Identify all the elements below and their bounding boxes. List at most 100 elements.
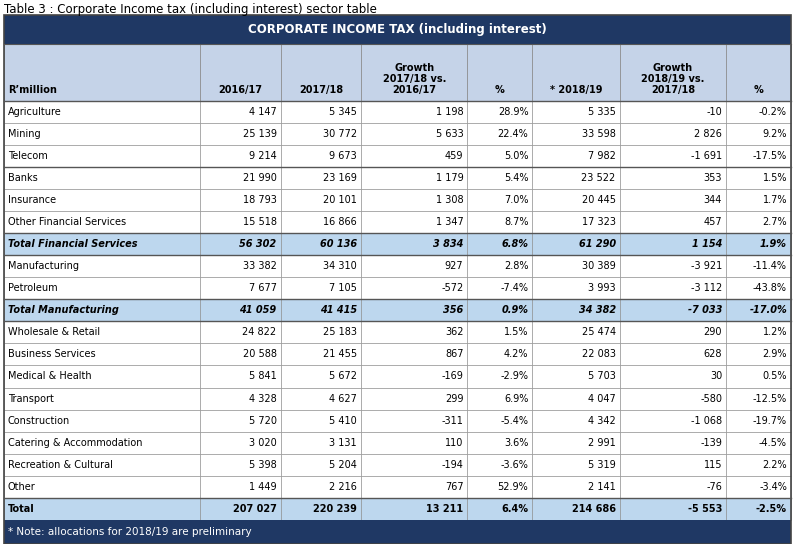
Bar <box>467 387 533 410</box>
Text: 5 720: 5 720 <box>249 416 277 425</box>
Bar <box>533 167 620 189</box>
Text: Insurance: Insurance <box>8 195 56 205</box>
Bar <box>200 387 281 410</box>
Bar <box>533 233 620 255</box>
Text: 6.8%: 6.8% <box>502 239 529 249</box>
Text: 60 136: 60 136 <box>320 239 357 249</box>
Bar <box>4 299 200 322</box>
Text: 56 302: 56 302 <box>239 239 277 249</box>
Bar <box>620 211 726 233</box>
Text: 3 131: 3 131 <box>329 437 357 448</box>
Text: 0.5%: 0.5% <box>762 372 787 381</box>
Text: 5 319: 5 319 <box>588 460 615 469</box>
Text: 2 991: 2 991 <box>588 437 615 448</box>
Bar <box>4 475 200 498</box>
Text: 1 449: 1 449 <box>249 481 277 492</box>
Text: 28.9%: 28.9% <box>498 107 529 117</box>
Text: 2016/17: 2016/17 <box>218 85 262 95</box>
Bar <box>200 167 281 189</box>
Text: 33 598: 33 598 <box>582 129 615 139</box>
Bar <box>620 233 726 255</box>
Bar <box>467 454 533 475</box>
Bar <box>620 145 726 167</box>
Bar <box>200 277 281 299</box>
Text: * 2018/19: * 2018/19 <box>550 85 603 95</box>
Text: 7 982: 7 982 <box>588 151 615 161</box>
Text: Mining: Mining <box>8 129 41 139</box>
Text: 9.2%: 9.2% <box>762 129 787 139</box>
Text: Agriculture: Agriculture <box>8 107 62 117</box>
Bar <box>4 189 200 211</box>
Bar <box>467 123 533 145</box>
Text: 5 410: 5 410 <box>329 416 357 425</box>
Bar <box>467 145 533 167</box>
Bar <box>361 343 467 366</box>
Text: 34 382: 34 382 <box>579 305 615 316</box>
Text: 18 793: 18 793 <box>242 195 277 205</box>
Text: 5 633: 5 633 <box>436 129 463 139</box>
Text: 20 445: 20 445 <box>582 195 615 205</box>
Text: 61 290: 61 290 <box>579 239 615 249</box>
Text: 41 415: 41 415 <box>320 305 357 316</box>
Text: 3 020: 3 020 <box>249 437 277 448</box>
Bar <box>4 431 200 454</box>
Bar <box>726 498 791 520</box>
Text: 3 993: 3 993 <box>588 283 615 293</box>
Text: 1.5%: 1.5% <box>762 173 787 183</box>
Text: 9 673: 9 673 <box>329 151 357 161</box>
Text: 5.0%: 5.0% <box>504 151 529 161</box>
Text: -43.8%: -43.8% <box>753 283 787 293</box>
Bar <box>4 498 200 520</box>
Text: 15 518: 15 518 <box>242 217 277 227</box>
Bar <box>533 431 620 454</box>
Bar <box>533 498 620 520</box>
Text: -1 068: -1 068 <box>691 416 722 425</box>
Bar <box>533 44 620 101</box>
Text: 459: 459 <box>445 151 463 161</box>
Bar <box>726 233 791 255</box>
Bar <box>200 211 281 233</box>
Text: 25 474: 25 474 <box>582 327 615 337</box>
Bar <box>361 233 467 255</box>
Bar <box>726 410 791 431</box>
Bar <box>4 44 200 101</box>
Text: -1 691: -1 691 <box>691 151 722 161</box>
Text: 2.8%: 2.8% <box>504 261 529 271</box>
Text: 2 141: 2 141 <box>588 481 615 492</box>
Bar <box>4 520 791 544</box>
Bar <box>4 123 200 145</box>
Text: 927: 927 <box>445 261 463 271</box>
Text: 30 772: 30 772 <box>323 129 357 139</box>
Bar <box>4 322 200 343</box>
Bar <box>620 255 726 277</box>
Text: 3.6%: 3.6% <box>504 437 529 448</box>
Text: 5 672: 5 672 <box>329 372 357 381</box>
Text: Table 3 : Corporate Income tax (including interest) sector table: Table 3 : Corporate Income tax (includin… <box>4 3 377 16</box>
Text: Total Manufacturing: Total Manufacturing <box>8 305 119 316</box>
Text: -5 553: -5 553 <box>688 504 722 514</box>
Bar <box>281 255 361 277</box>
Text: 1 308: 1 308 <box>436 195 463 205</box>
Text: -19.7%: -19.7% <box>753 416 787 425</box>
Text: -76: -76 <box>706 481 722 492</box>
Bar <box>467 189 533 211</box>
Bar <box>200 431 281 454</box>
Bar <box>533 123 620 145</box>
Bar <box>281 211 361 233</box>
Text: Medical & Health: Medical & Health <box>8 372 91 381</box>
Text: -4.5%: -4.5% <box>759 437 787 448</box>
Bar <box>200 123 281 145</box>
Bar <box>620 299 726 322</box>
Bar <box>467 233 533 255</box>
Text: 4 342: 4 342 <box>588 416 615 425</box>
Text: 13 211: 13 211 <box>426 504 463 514</box>
Bar <box>4 167 200 189</box>
Text: -3.4%: -3.4% <box>759 481 787 492</box>
Bar <box>361 277 467 299</box>
Text: 362: 362 <box>445 327 463 337</box>
Bar <box>281 410 361 431</box>
Bar <box>361 299 467 322</box>
Bar <box>4 410 200 431</box>
Bar <box>620 454 726 475</box>
Bar <box>281 387 361 410</box>
